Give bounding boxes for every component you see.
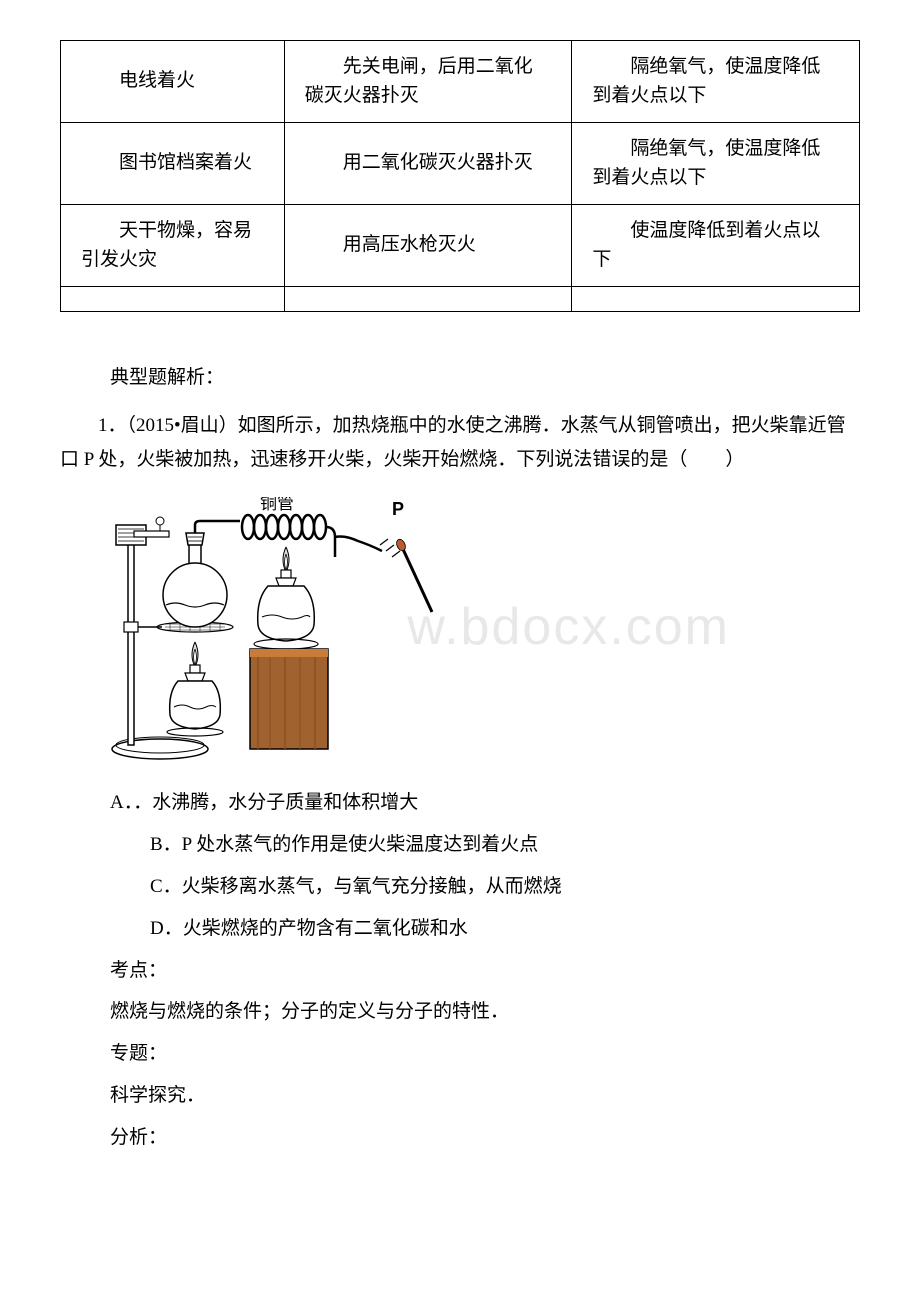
copper-coil: [242, 515, 326, 539]
option-a: A．．水沸腾，水分子质量和体积增大: [110, 782, 860, 824]
alcohol-lamp-left: [167, 642, 223, 736]
fenxi-label: 分析：: [110, 1117, 860, 1159]
question-number: 1．: [98, 415, 127, 436]
zhuanti-content: 科学探究．: [110, 1075, 860, 1117]
table-row: 天干物燥，容易引发火灾 用高压水枪灭火 使温度降低到着火点以下: [61, 205, 860, 287]
situation-cell: 天干物燥，容易引发火灾: [61, 205, 285, 287]
table-row: [61, 287, 860, 312]
wooden-block: [250, 649, 328, 749]
method-cell: [284, 287, 572, 312]
fire-extinguish-table: 电线着火 先关电闸，后用二氧化碳灭火器扑灭 隔绝氧气，使温度降低到着火点以下 图…: [60, 40, 860, 312]
option-d: D．火柴燃烧的产物含有二氧化碳和水: [150, 908, 860, 950]
zhuanti-label: 专题：: [110, 1033, 860, 1075]
table-row: 电线着火 先关电闸，后用二氧化碳灭火器扑灭 隔绝氧气，使温度降低到着火点以下: [61, 41, 860, 123]
kaodian-content: 燃烧与燃烧的条件；分子的定义与分子的特性．: [110, 991, 860, 1033]
experiment-diagram: w.bdocx.com: [110, 497, 470, 762]
table-row: 图书馆档案着火 用二氧化碳灭火器扑灭 隔绝氧气，使温度降低到着火点以下: [61, 123, 860, 205]
question-text: 1．（2015•眉山）如图所示，加热烧瓶中的水使之沸腾．水蒸气从铜管喷出，把火柴…: [60, 409, 860, 477]
principle-cell: [572, 287, 860, 312]
option-c: C．火柴移离水蒸气，与氧气充分接触，从而燃烧: [150, 866, 860, 908]
option-b: B．P 处水蒸气的作用是使火柴温度达到着火点: [150, 824, 860, 866]
question-source: （2015•眉山）: [127, 415, 238, 436]
method-cell: 用高压水枪灭火: [284, 205, 572, 287]
principle-cell: 使温度降低到着火点以下: [572, 205, 860, 287]
situation-cell: 电线着火: [61, 41, 285, 123]
method-cell: 先关电闸，后用二氧化碳灭火器扑灭: [284, 41, 572, 123]
principle-cell: 隔绝氧气，使温度降低到着火点以下: [572, 123, 860, 205]
situation-cell: [61, 287, 285, 312]
kaodian-label: 考点：: [110, 950, 860, 992]
apparatus-svg: 铜管 P: [110, 497, 470, 762]
point-p-label: P: [392, 499, 404, 519]
principle-cell: 隔绝氧气，使温度降低到着火点以下: [572, 41, 860, 123]
section-title: 典型题解析：: [110, 362, 860, 389]
situation-cell: 图书馆档案着火: [61, 123, 285, 205]
method-cell: 用二氧化碳灭火器扑灭: [284, 123, 572, 205]
alcohol-lamp-right: [254, 547, 318, 649]
copper-tube-label: 铜管: [260, 497, 294, 513]
